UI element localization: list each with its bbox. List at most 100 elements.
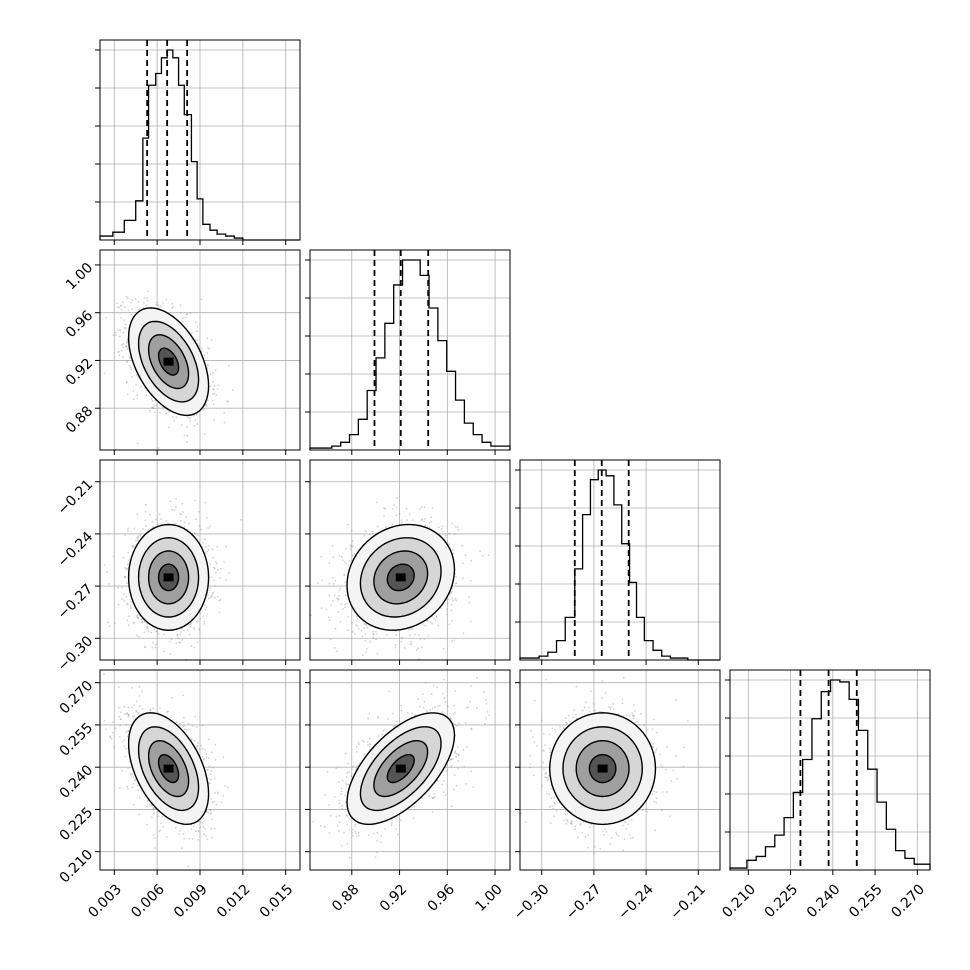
sample-point [529, 754, 532, 757]
sample-point [446, 608, 448, 610]
sample-point [616, 833, 618, 836]
sample-point [329, 638, 332, 641]
sample-point [203, 758, 206, 760]
sample-point [367, 717, 369, 720]
sample-point [205, 405, 208, 407]
sample-point [553, 801, 556, 804]
sample-point [410, 627, 412, 630]
sample-point [423, 520, 426, 523]
sample-point [204, 828, 206, 830]
sample-point [153, 812, 155, 815]
sample-point [191, 725, 194, 727]
sample-point [432, 684, 435, 687]
sample-point [154, 646, 157, 649]
sample-point [204, 538, 207, 541]
sample-point [328, 619, 331, 622]
sample-point [344, 581, 347, 584]
sample-point [124, 323, 127, 326]
sample-point [397, 833, 399, 836]
sample-point [215, 394, 218, 397]
sample-point [655, 797, 658, 800]
sample-point [361, 635, 364, 637]
sample-point [127, 551, 130, 554]
sample-point [153, 847, 156, 849]
sample-point [126, 619, 129, 622]
sample-point [355, 835, 358, 838]
sample-point [210, 778, 212, 781]
sample-point [665, 768, 667, 771]
sample-point [637, 720, 639, 723]
sample-point [441, 525, 444, 528]
sample-point [127, 715, 130, 718]
sample-point [544, 744, 546, 747]
sample-point [136, 713, 139, 715]
sample-point [345, 602, 348, 605]
sample-point [337, 598, 340, 600]
sample-point [117, 586, 119, 589]
sample-point [380, 834, 383, 837]
sample-point [220, 801, 223, 803]
sample-point [372, 633, 375, 636]
sample-point [374, 630, 377, 633]
sample-point [219, 598, 222, 601]
sample-point [218, 599, 221, 602]
sample-point [390, 821, 393, 824]
sample-point [133, 622, 135, 624]
sample-point [376, 525, 379, 528]
y-tick-label: 0.240 [57, 762, 97, 802]
sample-point [387, 718, 389, 720]
sample-point [412, 817, 415, 820]
sample-point [227, 786, 229, 789]
sample-point [424, 681, 427, 684]
sample-point [122, 356, 124, 359]
sample-point [546, 792, 549, 795]
sample-point [193, 414, 195, 417]
sample-point [408, 634, 411, 636]
sample-point [127, 730, 130, 732]
sample-point [231, 389, 234, 391]
sample-point [453, 639, 456, 642]
sample-point [481, 555, 484, 557]
sample-point [383, 506, 385, 509]
sample-point [414, 633, 416, 636]
sample-point [156, 637, 159, 640]
sample-point [203, 604, 206, 607]
sample-point [450, 805, 453, 808]
sample-point [450, 609, 453, 612]
sample-point [469, 700, 472, 703]
sample-point [135, 374, 138, 376]
sample-point [158, 830, 161, 833]
sample-point [627, 823, 630, 825]
sample-point [130, 601, 133, 603]
sample-point [356, 750, 358, 753]
sample-point [131, 545, 134, 547]
sample-point [196, 339, 199, 341]
sample-point [146, 823, 148, 826]
sample-point [317, 582, 319, 584]
sample-point [108, 625, 111, 627]
sample-point [331, 544, 334, 547]
sample-point [179, 513, 182, 515]
sample-point [207, 364, 209, 367]
sample-point [141, 690, 143, 693]
sample-point [545, 776, 548, 779]
sample-point [209, 525, 212, 528]
sample-point [572, 716, 575, 719]
sample-point [207, 811, 210, 814]
sample-point [123, 739, 126, 742]
sample-point [121, 586, 123, 589]
sample-point [190, 828, 193, 830]
sample-point [138, 705, 141, 708]
sample-point [659, 753, 661, 756]
sample-point [615, 831, 617, 834]
sample-point [348, 559, 351, 562]
sample-point [192, 825, 195, 828]
y-tick-label: −0.24 [55, 529, 97, 571]
sample-point [336, 597, 339, 600]
sample-point [131, 308, 133, 310]
sample-point [351, 832, 354, 834]
sample-point [155, 643, 157, 646]
sample-point [136, 397, 139, 400]
sample-point [582, 821, 585, 823]
sample-point [390, 660, 392, 662]
